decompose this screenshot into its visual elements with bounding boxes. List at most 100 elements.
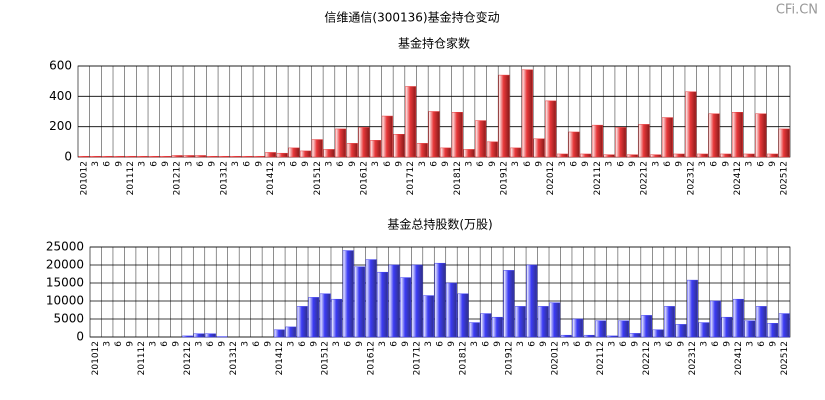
x-tick-label: 3 [195,341,205,347]
x-tick-label: 9 [348,161,358,167]
bar [744,320,756,338]
x-tick-label: 202312 [688,341,698,375]
bar [591,124,603,158]
bar [182,335,193,338]
x-tick-label: 9 [441,161,451,167]
bar [370,140,382,158]
x-tick-label: 202212 [640,161,650,195]
x-tick-label: 9 [301,161,311,167]
x-tick-label: 9 [126,341,136,347]
bar [537,306,549,338]
bar [629,333,641,338]
bar [446,282,457,338]
bar [514,306,526,338]
y-tick-label: 600 [49,59,72,73]
bar [743,153,755,158]
bar [160,155,172,158]
x-tick-label: 3 [103,341,113,347]
bar [720,153,732,158]
bar [342,250,354,338]
bar [687,279,698,338]
x-tick-label: 201912 [504,341,514,375]
x-tick-label: 6 [665,341,675,347]
bar [423,295,434,338]
bar [101,155,113,158]
x-tick-label: 6 [243,161,253,167]
x-tick-label: 6 [344,341,354,347]
x-tick-label: 6 [619,341,629,347]
bar [766,153,778,158]
x-tick-label: 6 [289,161,299,167]
x-tick-label: 201712 [413,341,423,375]
x-tick-label: 9 [631,341,641,347]
x-tick-label: 3 [149,341,159,347]
x-tick-label: 201612 [367,341,377,375]
bar [365,259,377,338]
x-tick-label: 201412 [275,341,285,375]
x-tick-label: 201912 [500,161,510,195]
bar [206,155,218,158]
bar [113,155,125,158]
x-tick-label: 9 [172,341,182,347]
x-tick-label: 9 [217,341,227,347]
x-tick-label: 3 [654,341,664,347]
x-tick-label: 201612 [359,161,369,195]
x-tick-label: 3 [470,341,480,347]
chart-title: 基金持仓家数 [398,36,470,51]
x-tick-label: 6 [523,161,533,167]
bar [253,155,265,158]
x-tick-label: 9 [208,161,218,167]
x-tick-label: 9 [309,341,319,347]
x-tick-label: 3 [516,341,526,347]
y-tick-label: 15000 [46,276,84,290]
bar [265,152,277,158]
x-tick-label: 202112 [596,341,606,375]
x-tick-label: 201312 [229,341,239,375]
x-tick-label: 9 [447,341,457,347]
x-tick-label: 6 [436,341,446,347]
bar [778,128,790,158]
x-tick-label: 9 [254,161,264,167]
bar [205,333,216,338]
x-tick-label: 202112 [593,161,603,195]
bar [673,153,685,158]
x-tick-label: 3 [558,161,568,167]
bar [354,266,366,338]
y-tick-label: 400 [49,89,72,103]
bar [572,318,584,338]
y-tick-label: 0 [64,150,72,164]
x-tick-label: 3 [371,161,381,167]
x-tick-label: 6 [298,341,308,347]
x-tick-label: 6 [114,341,124,347]
x-tick-label: 3 [698,161,708,167]
bar [377,271,389,338]
bar [311,139,323,158]
x-tick-label: 201412 [266,161,276,195]
x-tick-label: 9 [488,161,498,167]
x-tick-label: 9 [675,161,685,167]
x-tick-label: 202412 [733,161,743,195]
bar [171,155,183,158]
bar [416,143,428,158]
bar [641,315,652,338]
bar [708,113,720,158]
x-tick-label: 9 [585,341,595,347]
x-tick-label: 9 [263,341,273,347]
bar [230,155,242,158]
bar [685,91,697,158]
bar [90,155,102,158]
x-tick-label: 3 [240,341,250,347]
bar [560,334,572,338]
x-tick-label: 9 [161,161,171,167]
x-tick-label: 201812 [453,161,463,195]
bar [638,124,650,158]
bar [533,138,545,158]
x-tick-label: 9 [394,161,404,167]
x-tick-label: 6 [616,161,626,167]
bar [675,324,687,338]
x-tick-label: 202012 [546,161,556,195]
watermark: CFi.CN [776,3,818,18]
x-tick-label: 6 [710,161,720,167]
x-tick-label: 3 [231,161,241,167]
